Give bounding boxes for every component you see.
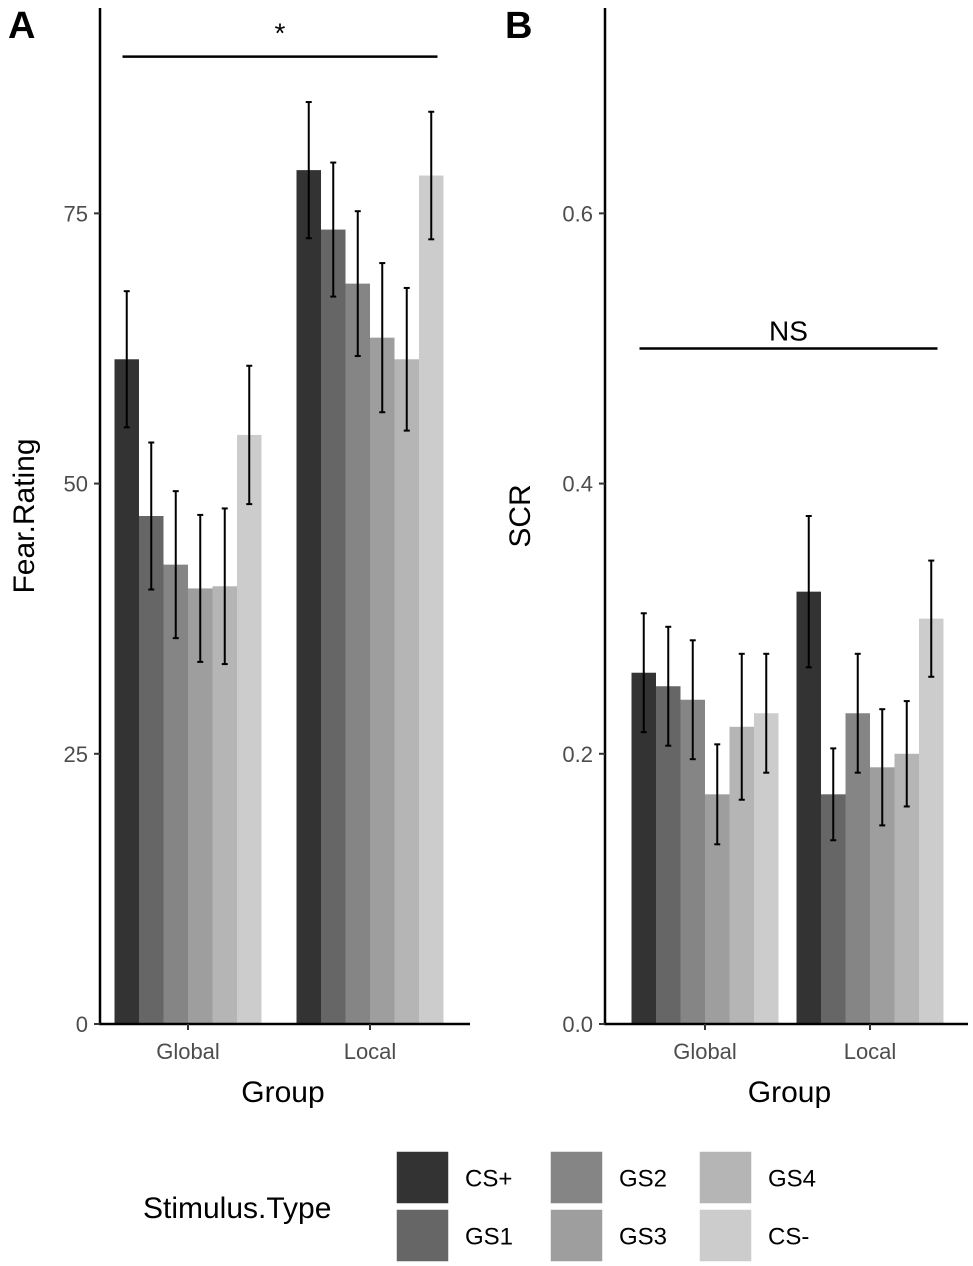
error-bar-CS--global [246, 364, 253, 506]
error-bar-CS+-global [123, 290, 130, 429]
y-tick-label: 0.0 [562, 1012, 593, 1037]
legend-item-GS4: GS4 [698, 1150, 816, 1205]
y-axis-title: Fear.Rating [8, 438, 41, 593]
legend-key-CS- [698, 1208, 753, 1263]
error-bar-CS--local [428, 110, 435, 241]
legend-key-GS2 [549, 1150, 604, 1205]
bar-GS3-local [370, 337, 395, 1025]
x-axis-title: Group [748, 1076, 831, 1109]
legend: Stimulus.Type CS+ GS1 GS2 GS3 GS4 CS- [143, 1150, 816, 1263]
y-tick-label: 75 [64, 201, 88, 226]
bar-GS1-local [321, 229, 346, 1024]
error-bar-GS4-global [738, 652, 745, 801]
error-bar-GS3-global [197, 513, 204, 663]
legend-label-CS+: CS+ [465, 1166, 512, 1193]
error-bar-CS+-local [305, 101, 312, 240]
legend-item-GS2: GS2 [549, 1150, 667, 1205]
bar-GS4-local [394, 359, 419, 1024]
error-bar-GS2-global [689, 639, 696, 761]
significance-label: NS [769, 315, 808, 346]
significance-label: * [275, 18, 286, 49]
legend-item-CS-: CS- [698, 1208, 809, 1263]
y-tick-label: 0.6 [562, 201, 593, 226]
y-tick-label: 0.4 [562, 472, 593, 497]
error-bar-GS3-local [879, 708, 886, 827]
error-bar-GS4-local [403, 286, 410, 432]
bar-GS1-global [139, 516, 164, 1024]
error-bar-GS1-local [330, 161, 337, 298]
panel-a: A 0 25 50 75 Global Local Group Fear.Rating * [8, 5, 470, 1109]
bar-CS+-global [114, 359, 139, 1024]
x-tick-label-global: Global [673, 1039, 737, 1064]
error-bar-GS1-local [830, 747, 837, 842]
legend-item-CS+: CS+ [395, 1150, 512, 1205]
error-bar-CS--global [763, 652, 770, 774]
panel-letter-a: A [8, 5, 35, 47]
error-bar-CS+-local [805, 515, 812, 669]
error-bar-GS2-local [854, 652, 861, 774]
legend-item-GS1: GS1 [395, 1208, 513, 1263]
legend-label-GS2: GS2 [619, 1166, 667, 1193]
y-tick-label: 25 [64, 742, 88, 767]
error-bar-CS+-global [640, 612, 647, 734]
bar-GS2-local [345, 283, 370, 1024]
legend-key-GS3 [549, 1208, 604, 1263]
y-axis-title: SCR [504, 484, 537, 547]
error-bar-GS3-global [714, 743, 721, 846]
error-bar-GS3-local [379, 262, 386, 414]
bar-CS--global [237, 434, 262, 1024]
error-bar-GS4-global [221, 507, 228, 666]
legend-key-GS1 [395, 1208, 450, 1263]
legend-title: Stimulus.Type [143, 1192, 331, 1225]
legend-label-CS-: CS- [768, 1224, 809, 1251]
panel-b: B 0.0 0.2 0.4 0.6 Global Local Group SCR NS [504, 5, 968, 1109]
bar-CS--local [919, 618, 944, 1024]
legend-item-GS3: GS3 [549, 1208, 667, 1263]
bar-GS2-global [163, 564, 188, 1024]
x-tick-label-local: Local [844, 1039, 897, 1064]
error-bar-CS--local [928, 559, 935, 678]
legend-label-GS3: GS3 [619, 1224, 667, 1251]
bar-CS+-local [296, 170, 321, 1024]
error-bar-GS2-global [172, 490, 179, 640]
y-tick-label: 0.2 [562, 742, 593, 767]
error-bar-GS4-local [903, 700, 910, 808]
y-tick-label: 0 [76, 1012, 88, 1037]
legend-key-GS4 [698, 1150, 753, 1205]
error-bar-GS1-global [665, 625, 672, 747]
error-bar-GS1-global [148, 441, 155, 591]
bar-CS--local [419, 175, 444, 1024]
x-axis-title: Group [241, 1076, 324, 1109]
x-tick-label-local: Local [344, 1039, 397, 1064]
y-tick-label: 50 [64, 472, 88, 497]
error-bar-GS2-local [354, 210, 361, 358]
panel-letter-b: B [505, 5, 532, 47]
legend-label-GS4: GS4 [768, 1166, 816, 1193]
legend-label-GS1: GS1 [465, 1224, 513, 1251]
x-tick-label-global: Global [156, 1039, 220, 1064]
legend-key-CS+ [395, 1150, 450, 1205]
